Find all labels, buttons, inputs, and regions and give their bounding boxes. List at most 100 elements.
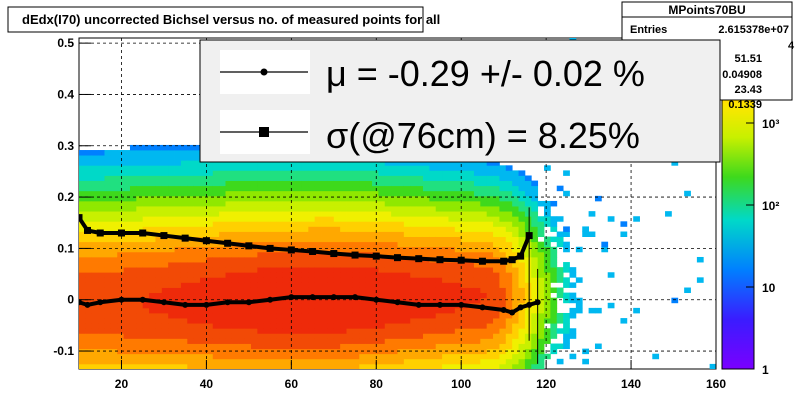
heatmap-cell xyxy=(91,195,99,202)
heatmap-cell xyxy=(79,236,86,243)
heatmap-cell xyxy=(270,323,277,329)
heatmap-cell xyxy=(123,170,131,176)
heatmap-cell xyxy=(289,165,296,171)
heatmap-cell xyxy=(301,216,309,222)
heatmap-cell xyxy=(180,231,188,237)
heatmap-cell xyxy=(79,185,86,192)
heatmap-cell xyxy=(556,328,564,334)
heatmap-cell xyxy=(493,246,500,253)
heatmap-cell xyxy=(174,287,182,294)
heatmap-cell xyxy=(671,297,679,304)
sigma-point xyxy=(245,242,253,250)
heatmap-cell xyxy=(403,251,411,258)
heatmap-cell xyxy=(282,323,290,329)
heatmap-cell xyxy=(85,318,93,324)
heatmap-cell xyxy=(161,165,169,171)
heatmap-cell xyxy=(257,256,265,263)
heatmap-cell xyxy=(352,200,360,207)
heatmap-cell xyxy=(359,165,367,171)
heatmap-cell xyxy=(384,282,392,288)
heatmap-cell xyxy=(435,180,443,187)
heatmap-cell xyxy=(461,338,468,344)
heatmap-cell xyxy=(250,160,258,166)
heatmap-cell xyxy=(168,211,175,217)
heatmap-cell xyxy=(467,353,475,360)
heatmap-cell xyxy=(98,160,105,166)
heatmap-cell xyxy=(365,221,373,227)
heatmap-cell xyxy=(187,160,195,166)
heatmap-cell xyxy=(79,358,86,365)
heatmap-cell xyxy=(79,195,86,202)
heatmap-cell xyxy=(98,185,105,192)
heatmap-cell xyxy=(91,246,99,253)
heatmap-cell xyxy=(257,338,265,344)
heatmap-cell xyxy=(104,185,112,192)
heatmap-cell xyxy=(410,241,418,248)
heatmap-cell xyxy=(467,338,475,344)
heatmap-cell xyxy=(544,211,551,217)
heatmap-cell xyxy=(372,312,379,319)
heatmap-cell xyxy=(391,338,398,344)
heatmap-cell xyxy=(531,272,539,278)
sigma-segment xyxy=(163,233,186,241)
heatmap-cell xyxy=(410,170,418,176)
heatmap-cell xyxy=(512,226,519,232)
heatmap-cell xyxy=(257,236,265,243)
heatmap-cell xyxy=(531,206,539,212)
heatmap-cell xyxy=(295,297,303,304)
heatmap-cell xyxy=(531,282,539,288)
heatmap-cell xyxy=(123,328,131,334)
heatmap-cell xyxy=(129,333,137,339)
heatmap-cell xyxy=(493,200,500,207)
heatmap-cell xyxy=(270,190,277,197)
heatmap-cell xyxy=(104,195,112,202)
heatmap-cell xyxy=(340,272,347,278)
heatmap-cell xyxy=(212,267,220,273)
heatmap-cell xyxy=(359,333,367,339)
heatmap-cell xyxy=(187,333,195,339)
heatmap-cell xyxy=(85,170,93,176)
heatmap-cell xyxy=(314,262,322,268)
heatmap-cell xyxy=(397,195,405,202)
heatmap-cell xyxy=(359,180,367,187)
heatmap-cell xyxy=(168,221,175,227)
heatmap-cell xyxy=(321,343,328,350)
heatmap-cell xyxy=(174,318,182,324)
heatmap-cell xyxy=(333,180,341,187)
heatmap-cell xyxy=(454,297,462,304)
heatmap-cell xyxy=(180,262,188,268)
heatmap-cell xyxy=(391,165,398,171)
heatmap-cell xyxy=(244,246,252,253)
heatmap-cell xyxy=(410,363,418,369)
heatmap-cell xyxy=(149,312,156,319)
mu-segment xyxy=(376,297,398,305)
heatmap-cell xyxy=(85,231,93,237)
heatmap-cell xyxy=(206,358,214,365)
heatmap-cell xyxy=(91,338,99,344)
heatmap-cell xyxy=(85,211,93,217)
heatmap-cell xyxy=(270,292,277,299)
heatmap-cell xyxy=(410,328,418,334)
heatmap-cell xyxy=(282,195,290,202)
heatmap-cell xyxy=(378,195,386,202)
heatmap-cell xyxy=(333,328,341,334)
heatmap-cell xyxy=(174,236,182,243)
heatmap-cell xyxy=(104,333,112,339)
heatmap-cell xyxy=(308,241,316,248)
heatmap-cell xyxy=(480,333,488,339)
heatmap-cell xyxy=(473,262,481,268)
heatmap-cell xyxy=(372,363,379,369)
heatmap-cell xyxy=(168,287,175,294)
heatmap-cell xyxy=(308,348,316,355)
heatmap-cell xyxy=(435,363,443,369)
heatmap-cell xyxy=(435,272,443,278)
heatmap-cell xyxy=(301,338,309,344)
heatmap-cell xyxy=(85,150,93,156)
heatmap-cell xyxy=(314,343,322,350)
heatmap-cell xyxy=(123,348,131,355)
heatmap-cell xyxy=(327,221,335,227)
sigma-point xyxy=(160,232,168,240)
heatmap-cell xyxy=(333,241,341,248)
heatmap-cell xyxy=(200,221,207,227)
heatmap-cell xyxy=(206,206,214,212)
